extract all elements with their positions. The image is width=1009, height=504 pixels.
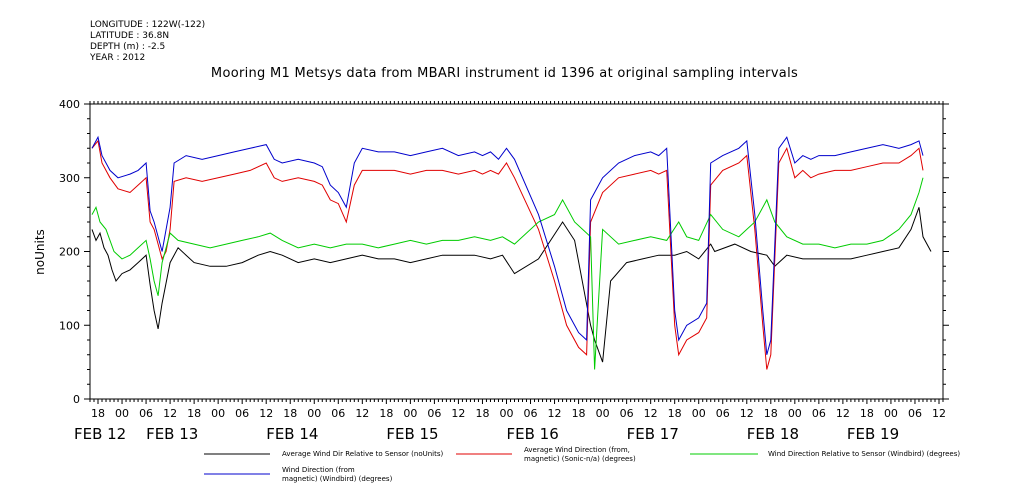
legend-label-3: magnetic) (Windbird) (degrees): [282, 475, 393, 483]
x-date-label: FEB 16: [506, 425, 558, 443]
x-date-label: FEB 14: [266, 425, 318, 443]
x-tick-label: 18: [572, 407, 586, 420]
series-line-2: [91, 177, 924, 370]
x-tick-label: 06: [139, 407, 153, 420]
x-tick-label: 00: [115, 407, 129, 420]
x-tick-label: 12: [163, 407, 177, 420]
x-tick-label: 18: [860, 407, 874, 420]
series-line-1: [91, 139, 924, 370]
x-tick-label: 06: [716, 407, 730, 420]
x-tick-label: 06: [812, 407, 826, 420]
x-date-label: FEB 19: [847, 425, 899, 443]
x-date-label: FEB 15: [386, 425, 438, 443]
x-date-label: FEB 17: [627, 425, 679, 443]
x-date-label: FEB 12: [74, 425, 126, 443]
legend-label-3: Wind Direction (from: [282, 466, 355, 474]
x-tick-label: 06: [524, 407, 538, 420]
series-lines: [91, 135, 932, 370]
x-tick-label: 12: [259, 407, 273, 420]
x-tick-label: 06: [427, 407, 441, 420]
x-tick-label: 12: [644, 407, 658, 420]
series-line-0: [91, 207, 932, 363]
x-tick-label: 18: [475, 407, 489, 420]
legend-label-0: Average Wind Dir Relative to Sensor (noU…: [282, 450, 443, 458]
x-tick-label: 00: [211, 407, 225, 420]
legend-label-1: magnetic) (Sonic-n/a) (degrees): [524, 455, 636, 463]
chart-title: Mooring M1 Metsys data from MBARI instru…: [210, 66, 799, 81]
x-tick-label: 06: [620, 407, 634, 420]
x-tick-label: 06: [908, 407, 922, 420]
x-tick-label: 12: [932, 407, 946, 420]
x-tick-label: 06: [331, 407, 345, 420]
metadata-block: LONGITUDE : 122W(-122) LATITUDE : 36.8N …: [90, 20, 205, 64]
tick-labels: 0 100 200 300 400 18 00 06 12 18 00 06 12 18 00 06 12 18 0…: [59, 98, 946, 443]
x-tick-label: 00: [884, 407, 898, 420]
x-tick-label: 00: [788, 407, 802, 420]
x-tick-label: 12: [740, 407, 754, 420]
y-tick-label: 200: [59, 246, 80, 259]
x-tick-label: 18: [91, 407, 105, 420]
x-tick-label: 12: [451, 407, 465, 420]
x-tick-label: 12: [836, 407, 850, 420]
y-axis-label: noUnits: [33, 229, 47, 275]
y-tick-label: 400: [59, 98, 80, 111]
y-tick-label: 100: [59, 319, 80, 332]
plot-frame: [89, 103, 944, 400]
axes: [84, 101, 949, 404]
series-line-3: [91, 135, 924, 355]
x-tick-label: 18: [187, 407, 201, 420]
metadata-longitude: LONGITUDE : 122W(-122): [90, 20, 206, 30]
x-tick-label: 12: [355, 407, 369, 420]
x-tick-label: 18: [668, 407, 682, 420]
x-tick-label: 12: [548, 407, 562, 420]
metadata-year: YEAR : 2012: [90, 53, 146, 63]
x-tick-label: 00: [403, 407, 417, 420]
x-tick-label: 00: [596, 407, 610, 420]
y-tick-label: 0: [73, 393, 80, 406]
x-tick-label: 00: [692, 407, 706, 420]
metadata-depth: DEPTH (m) : -2.5: [90, 42, 166, 52]
legend-label-2: Wind Direction Relative to Sensor (Windb…: [768, 450, 960, 458]
x-tick-label: 18: [379, 407, 393, 420]
x-tick-label: 18: [283, 407, 297, 420]
x-tick-label: 00: [307, 407, 321, 420]
y-tick-label: 300: [59, 172, 80, 185]
x-tick-label: 06: [235, 407, 249, 420]
x-date-label: FEB 18: [747, 425, 799, 443]
metadata-latitude: LATITUDE : 36.8N: [90, 31, 170, 41]
x-tick-label: 00: [499, 407, 513, 420]
x-tick-label: 18: [764, 407, 778, 420]
legend-label-1: Average Wind Direction (from,: [524, 446, 630, 454]
legend: Average Wind Dir Relative to Sensor (noU…: [204, 446, 960, 483]
x-date-label: FEB 13: [146, 425, 198, 443]
